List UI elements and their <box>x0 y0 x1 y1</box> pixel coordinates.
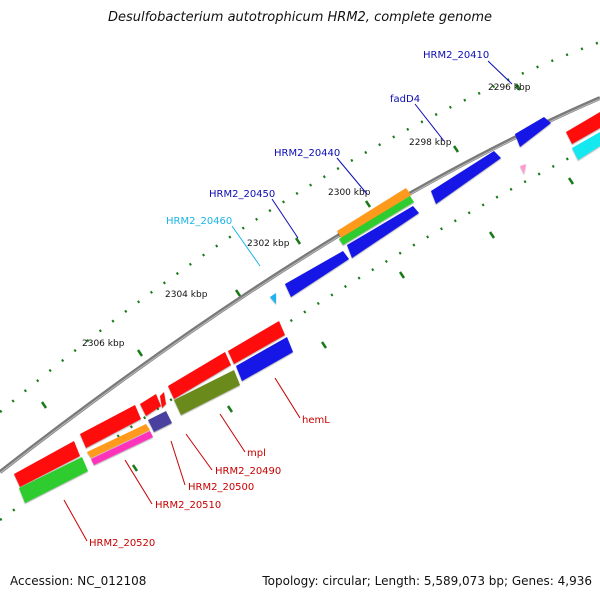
leader-line <box>219 413 246 453</box>
gene-arrow-red-4[interactable] <box>160 392 166 408</box>
scale-labels: 2296 kbp 2298 kbp 2300 kbp 2302 kbp 2304… <box>82 83 531 349</box>
major-tick <box>136 349 144 357</box>
gene-label-heml[interactable]: hemL <box>302 415 330 426</box>
gene-label-hrm2-20520[interactable]: HRM2_20520 <box>89 538 155 549</box>
gene-arrow-hrm2-20520[interactable] <box>19 457 88 503</box>
major-tick <box>514 83 522 91</box>
major-tick <box>398 271 406 279</box>
gene-arrow-red-3[interactable] <box>140 394 161 416</box>
topology-text: Topology: circular; Length: 5,589,073 bp… <box>262 574 592 588</box>
map-title: Desulfobacterium autotrophicum HRM2, com… <box>107 10 493 25</box>
leader-line <box>414 103 445 142</box>
gene-arrow-green[interactable] <box>339 196 414 245</box>
inner-tick-ring <box>0 140 600 522</box>
gene-label-hrm2-20500[interactable]: HRM2_20500 <box>188 482 254 493</box>
scale-label: 2298 kbp <box>409 138 452 148</box>
scale-label: 2300 kbp <box>328 188 371 198</box>
gene-arrow-hemL[interactable] <box>236 337 293 381</box>
major-tick <box>40 401 48 409</box>
gene-label-hrm2-20450[interactable]: HRM2_20450 <box>209 189 275 200</box>
gene-label-hrm2-20490[interactable]: HRM2_20490 <box>215 466 281 477</box>
gene-arrow-red-5[interactable] <box>80 405 141 448</box>
leader-line <box>271 198 299 239</box>
scale-label: 2296 kbp <box>488 83 531 93</box>
scale-label: 2306 kbp <box>82 339 125 349</box>
major-ticks <box>40 83 575 472</box>
gene-label-fadd4[interactable]: fadD4 <box>390 94 420 105</box>
leader-line <box>63 499 88 542</box>
reverse-strand-genes <box>19 132 600 503</box>
leader-line <box>231 225 261 267</box>
gene-arrow-hrm2-20410[interactable] <box>515 117 551 147</box>
label-leader-lines <box>63 60 513 542</box>
major-tick <box>567 177 575 185</box>
gene-label-hrm2-20440[interactable]: HRM2_20440 <box>274 148 340 159</box>
leader-line <box>124 459 153 505</box>
major-tick <box>131 464 139 472</box>
leader-line <box>170 440 186 486</box>
major-tick <box>234 289 242 297</box>
scale-label: 2302 kbp <box>247 239 290 249</box>
gene-arrow-hrm2-20500[interactable] <box>87 424 150 458</box>
gene-arrow-hrm2-20460[interactable] <box>270 293 276 304</box>
major-tick <box>294 237 302 245</box>
major-tick <box>226 405 234 413</box>
gene-arrow-pink[interactable] <box>520 164 526 174</box>
gene-arrow-mpl[interactable] <box>174 370 240 415</box>
gene-arrow-red-2[interactable] <box>168 352 231 399</box>
gene-arrow-hrm2-20490[interactable] <box>148 411 172 432</box>
gene-label-hrm2-20460[interactable]: HRM2_20460 <box>166 216 232 227</box>
leader-line <box>336 157 368 195</box>
major-tick <box>488 231 496 239</box>
outer-tick-ring <box>0 40 600 413</box>
gene-label-hrm2-20510[interactable]: HRM2_20510 <box>155 500 221 511</box>
leader-line <box>274 377 301 419</box>
gene-label-mpl[interactable]: mpl <box>247 448 266 459</box>
gene-label-hrm2-20410[interactable]: HRM2_20410 <box>423 50 489 61</box>
gene-arrow-fadd4[interactable] <box>431 151 501 204</box>
gene-arrow-hrm2-20450[interactable] <box>285 251 349 297</box>
forward-strand-genes <box>14 112 600 487</box>
major-tick <box>364 200 372 208</box>
accession-text: Accession: NC_012108 <box>10 574 147 588</box>
gene-arrow-orange[interactable] <box>337 188 411 239</box>
gene-arrow-red-6[interactable] <box>14 441 80 487</box>
gene-arrow-hrm2-20440[interactable] <box>347 206 419 258</box>
gene-arrow-red-1[interactable] <box>228 321 285 364</box>
gene-arrow-cyan-edge[interactable] <box>572 132 600 160</box>
major-tick <box>452 145 460 153</box>
scale-label: 2304 kbp <box>165 290 208 300</box>
major-tick <box>320 341 328 349</box>
gene-arrow-red-edge[interactable] <box>566 112 600 144</box>
gene-labels: HRM2_20410 fadD4 HRM2_20440 HRM2_20450 H… <box>89 50 489 549</box>
leader-line <box>487 60 513 85</box>
gene-arrow-hrm2-20510[interactable] <box>91 431 153 465</box>
leader-line <box>185 433 213 471</box>
